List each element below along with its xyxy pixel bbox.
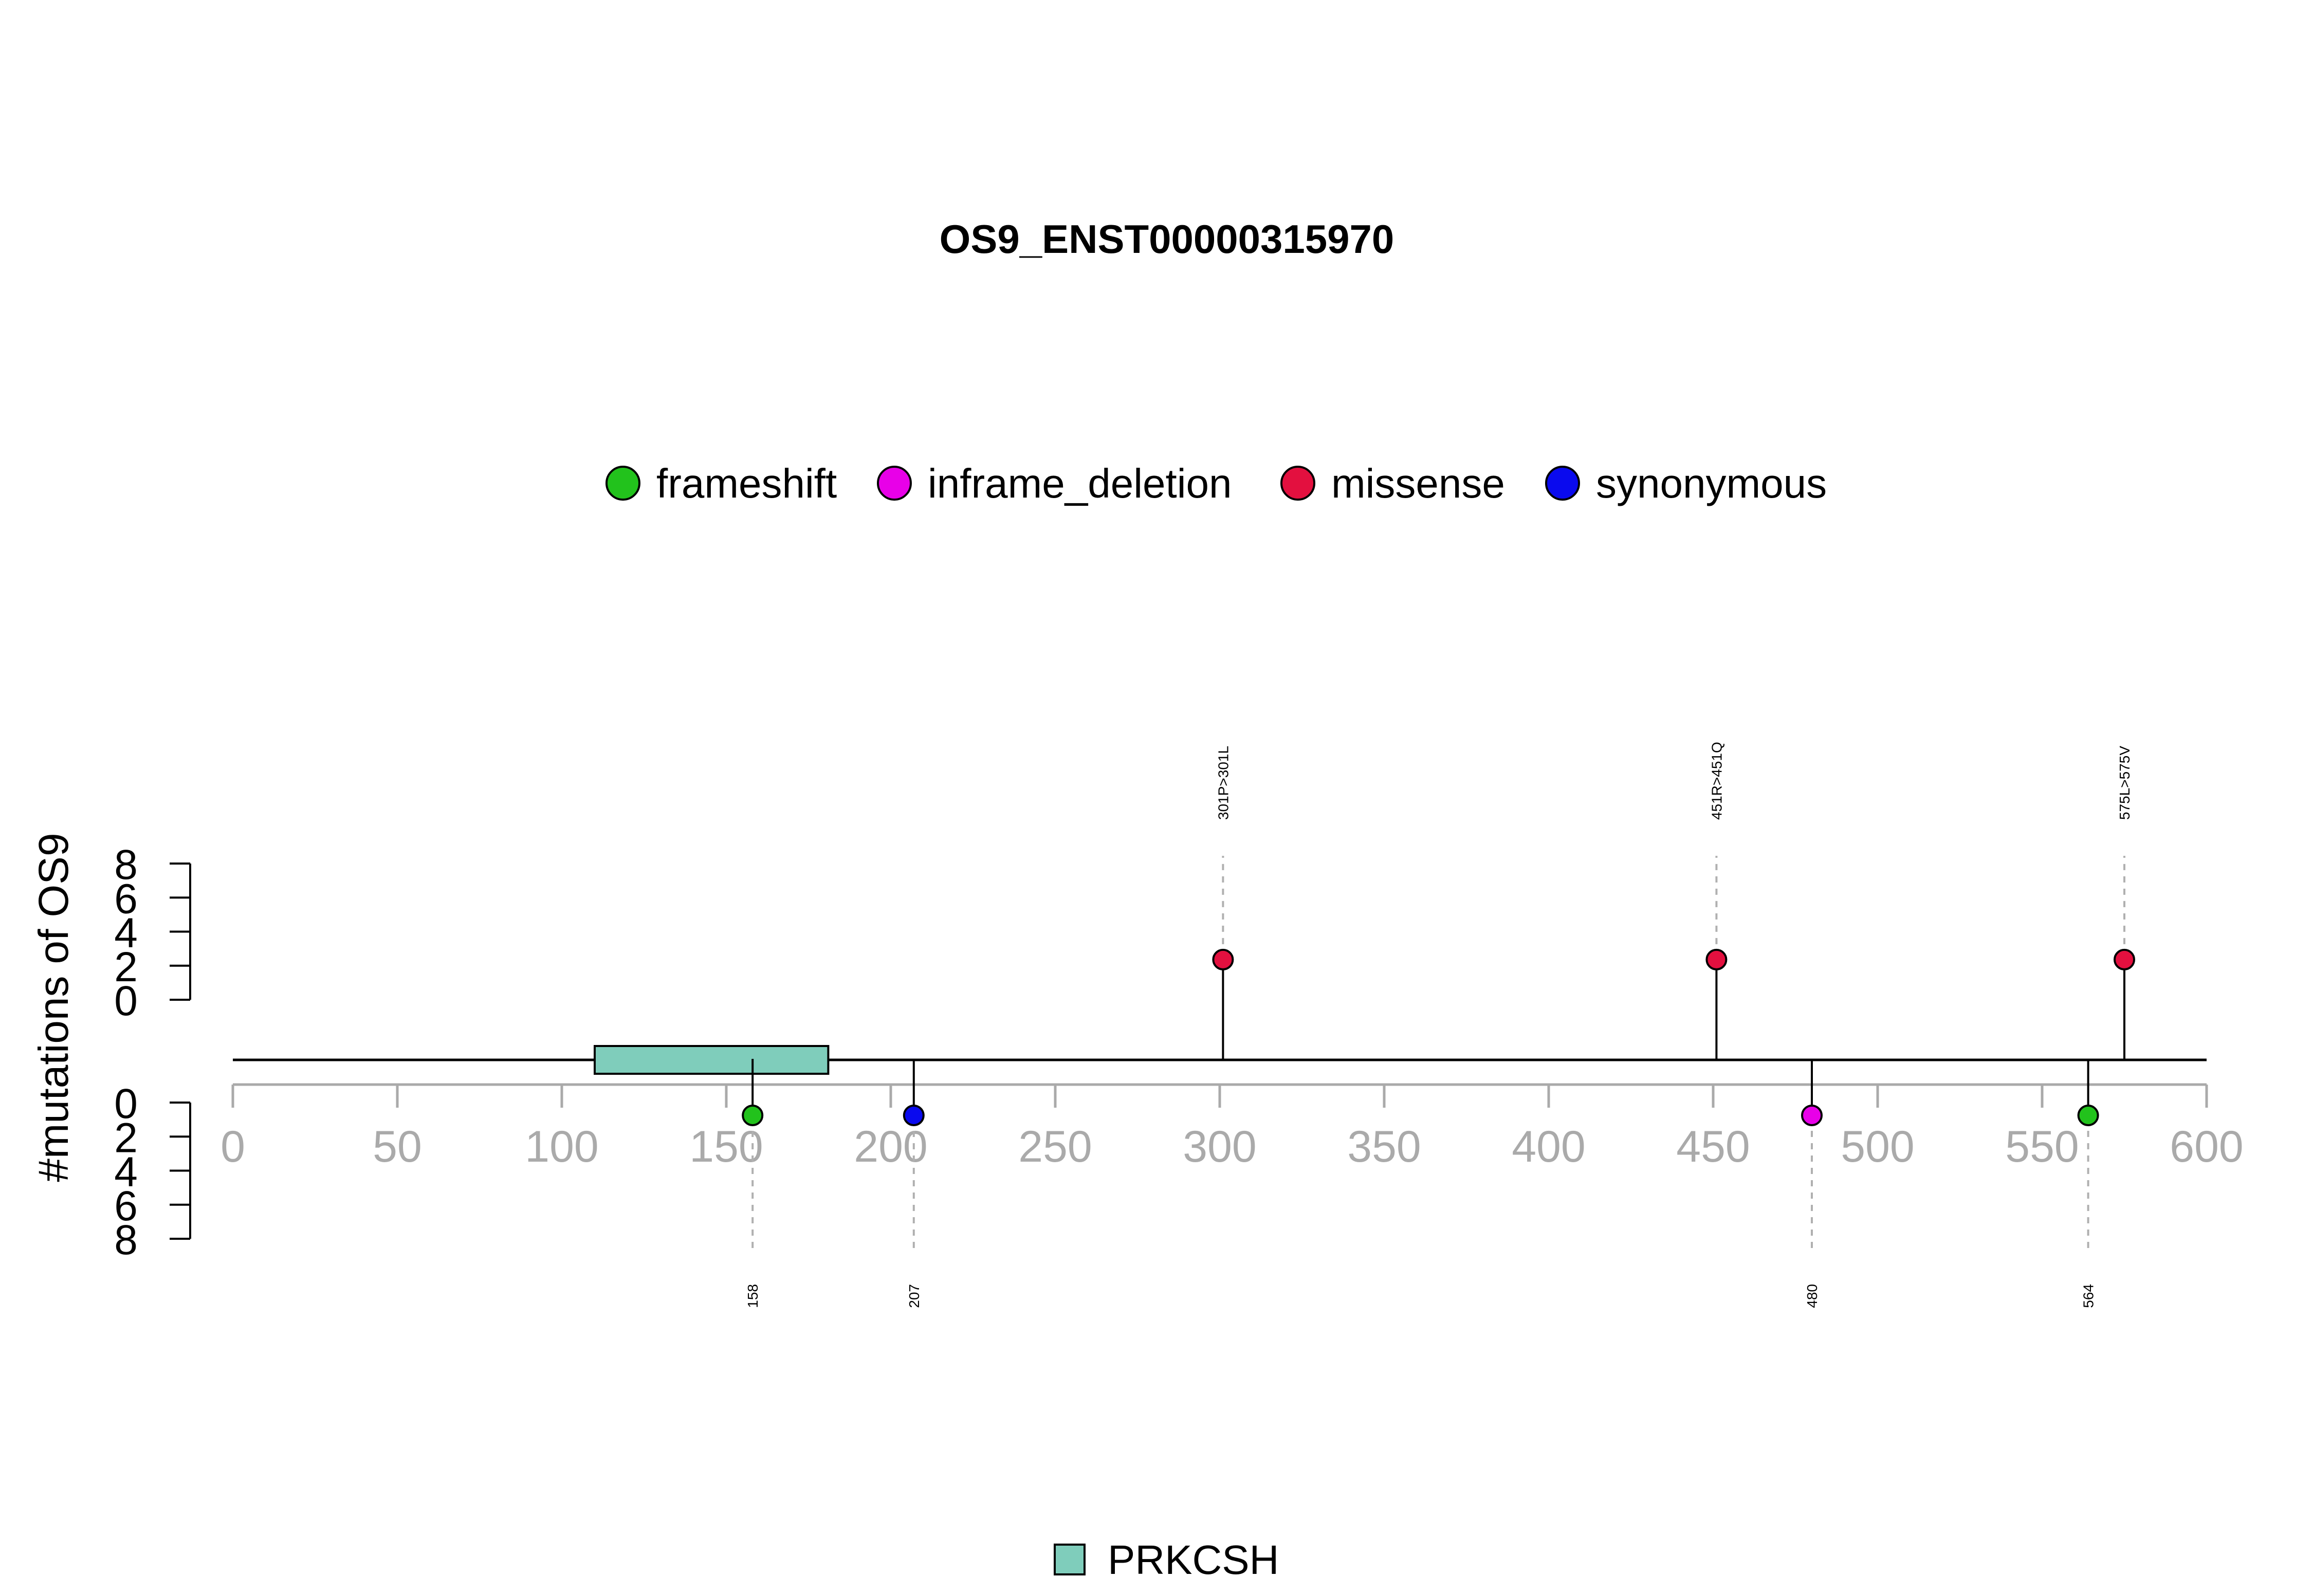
x-tick-label: 500 bbox=[1841, 1122, 1915, 1171]
mutation-stems bbox=[751, 856, 2125, 1249]
legend-marker-frameshift bbox=[605, 466, 640, 501]
y-tick-label-lower: 2 bbox=[114, 1114, 138, 1161]
x-tick-label: 100 bbox=[525, 1122, 599, 1171]
x-tick-label: 550 bbox=[2005, 1122, 2079, 1171]
x-tick-label: 350 bbox=[1347, 1122, 1421, 1171]
x-tick-label: 0 bbox=[221, 1122, 245, 1171]
x-tick-label: 250 bbox=[1018, 1122, 1092, 1171]
legend-marker-synonymous bbox=[1545, 466, 1580, 501]
x-tick-label: 200 bbox=[854, 1122, 928, 1171]
x-tick-label: 50 bbox=[373, 1122, 422, 1171]
legend-marker-inframe_deletion bbox=[877, 466, 912, 501]
y-tick-label-lower: 4 bbox=[114, 1149, 138, 1196]
y-tick-label-lower: 0 bbox=[114, 1080, 138, 1127]
mutation-label: 564 bbox=[2081, 1284, 2097, 1308]
legend-label-synonymous: synonymous bbox=[1596, 461, 1827, 506]
x-tick-label: 150 bbox=[689, 1122, 763, 1171]
legend-label-frameshift: frameshift bbox=[656, 461, 837, 506]
mutation-label: 575L>575V bbox=[2117, 746, 2133, 820]
protein-domains bbox=[594, 1045, 830, 1075]
mutation-label: 480 bbox=[1804, 1284, 1820, 1308]
legend-label-missense: missense bbox=[1331, 461, 1505, 506]
mutation-point-inframe_deletion bbox=[1801, 1105, 1823, 1126]
y-tick-label-upper: 0 bbox=[114, 978, 138, 1024]
y-axis-label: #mutations of OS9 bbox=[30, 833, 77, 1182]
x-tick-label: 400 bbox=[1512, 1122, 1586, 1171]
x-tick-label: 300 bbox=[1183, 1122, 1257, 1171]
mutation-point-missense bbox=[1212, 948, 1234, 970]
mutation-type-legend: frameshift inframe_deletion missense synony… bbox=[605, 461, 1827, 506]
y-tick-label-upper: 2 bbox=[114, 944, 138, 990]
y-tick-label-lower: 6 bbox=[114, 1183, 138, 1230]
mutation-label: 207 bbox=[906, 1284, 922, 1308]
x-tick-label: 600 bbox=[2170, 1122, 2244, 1171]
mutation-point-frameshift bbox=[742, 1105, 764, 1126]
y-tick-label-lower: 8 bbox=[114, 1217, 138, 1263]
y-tick-label-upper: 4 bbox=[114, 910, 138, 957]
x-tick-label: 450 bbox=[1676, 1122, 1750, 1171]
chart-title: OS9_ENST00000315970 bbox=[940, 216, 1394, 262]
legend-marker-missense bbox=[1280, 466, 1315, 501]
domain-legend: PRKCSH bbox=[1054, 1537, 1279, 1583]
mutation-point-frameshift bbox=[2077, 1105, 2099, 1126]
domain-legend-label: PRKCSH bbox=[1108, 1537, 1279, 1583]
mutation-point-missense bbox=[1705, 948, 1728, 970]
mutation-point-missense bbox=[2114, 948, 2135, 970]
x-axis: 0 50 100 150 200 250 300 350 400 450 500 550 600 bbox=[221, 1083, 2244, 1171]
mutation-label: 451R>451Q bbox=[1709, 742, 1724, 820]
y-tick-label-upper: 8 bbox=[114, 841, 138, 888]
domain-PRKCSH bbox=[594, 1045, 830, 1075]
legend-label-inframe_deletion: inframe_deletion bbox=[928, 461, 1232, 506]
mutation-point-synonymous bbox=[903, 1105, 925, 1126]
mutation-label: 301P>301L bbox=[1215, 746, 1231, 820]
mutation-label: 158 bbox=[745, 1284, 761, 1308]
y-tick-label-upper: 6 bbox=[114, 875, 138, 922]
domain-legend-swatch bbox=[1054, 1544, 1086, 1575]
mutation-lollipops: 301P>301L 451R>451Q 575L>575V 158 207 480 564 bbox=[742, 742, 2135, 1308]
